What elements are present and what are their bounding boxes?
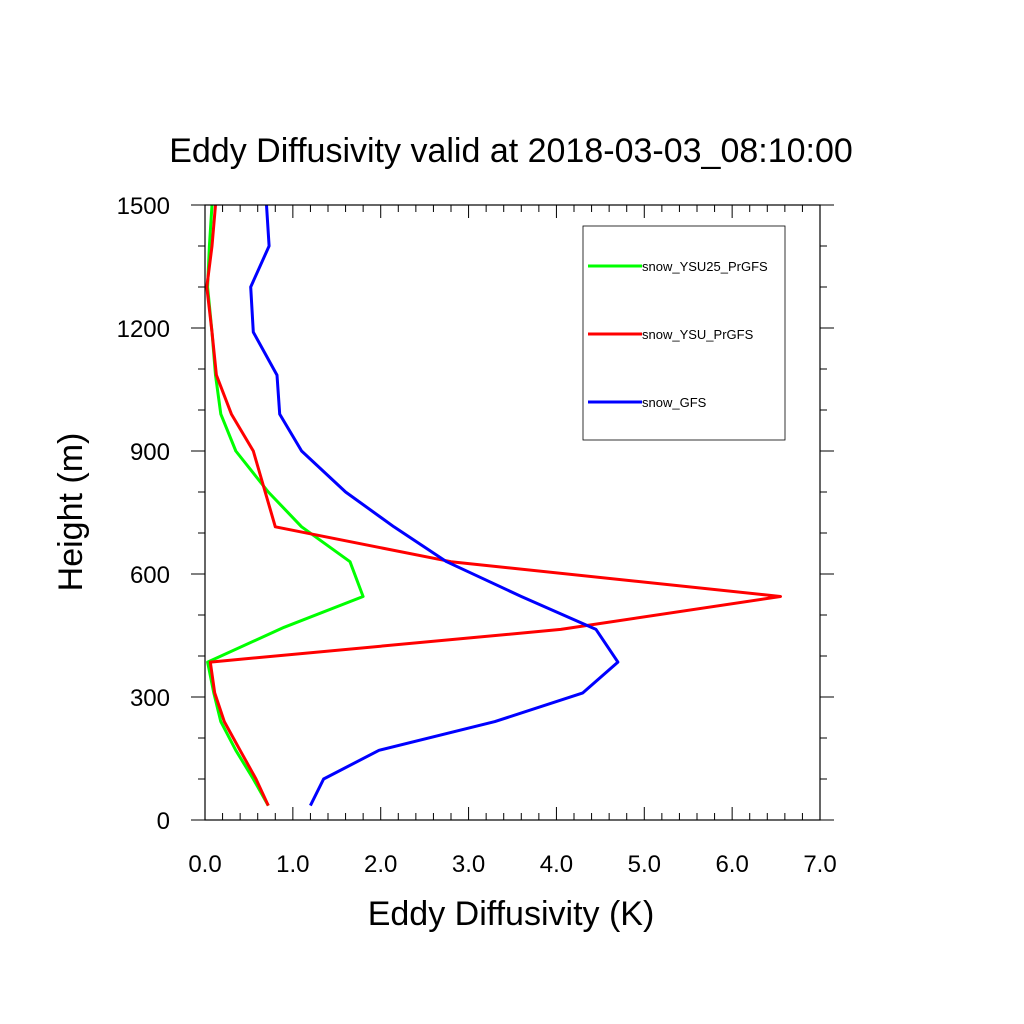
y-tick-labels: 0 300 600 900 1200 1500: [117, 193, 170, 835]
y-axis-label: Height (m): [52, 433, 90, 592]
series-line-snow_YSU25_PrGFS: [206, 204, 365, 807]
x-tick-label: 7.0: [803, 851, 836, 878]
x-tick-label: 6.0: [715, 851, 748, 878]
x-tick-label: 0.0: [188, 851, 221, 878]
x-tick-labels: 0.0 1.0 2.0 3.0 4.0 5.0 6.0 7.0: [188, 851, 836, 878]
x-tick-label: 4.0: [540, 851, 573, 878]
series-line-snow_GFS: [249, 204, 620, 807]
chart-title: Eddy Diffusivity valid at 2018-03-03_08:…: [169, 132, 853, 170]
x-axis-label: Eddy Diffusivity (K): [368, 895, 655, 933]
y-tick-label: 1500: [117, 193, 170, 220]
legend-label: snow_YSU_PrGFS: [642, 327, 754, 342]
series-line-snow_YSU_PrGFS: [205, 204, 782, 807]
legend-label: snow_GFS: [642, 395, 707, 410]
plot-area: [205, 204, 782, 807]
x-tick-label: 5.0: [628, 851, 661, 878]
y-tick-label: 300: [130, 685, 170, 712]
y-tick-label: 0: [157, 808, 170, 835]
axis-ticks: [191, 204, 834, 821]
y-tick-label: 600: [130, 562, 170, 589]
y-tick-label: 1200: [117, 316, 170, 343]
y-tick-label: 900: [130, 439, 170, 466]
legend-label: snow_YSU25_PrGFS: [642, 259, 768, 274]
x-tick-label: 2.0: [364, 851, 397, 878]
x-tick-label: 1.0: [276, 851, 309, 878]
plot-frame: [204, 204, 821, 821]
legend: snow_YSU25_PrGFS snow_YSU_PrGFS snow_GFS: [582, 225, 786, 441]
x-tick-label: 3.0: [452, 851, 485, 878]
